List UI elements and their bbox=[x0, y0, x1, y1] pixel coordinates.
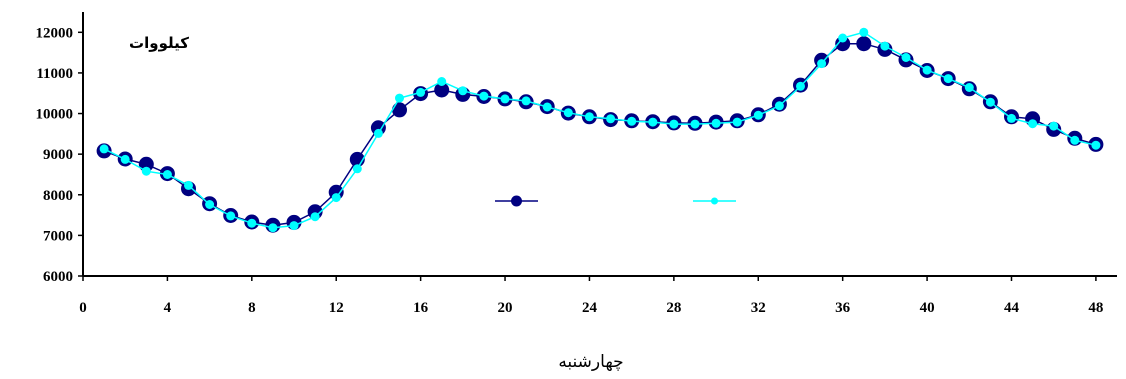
series-2-point bbox=[943, 74, 953, 84]
chart-legend bbox=[495, 195, 736, 207]
x-tick-label: 24 bbox=[582, 300, 598, 316]
series-2-point bbox=[922, 65, 932, 75]
legend-series-1-marker bbox=[511, 195, 522, 207]
series-2-point bbox=[669, 119, 679, 129]
x-tick-label: 4 bbox=[164, 300, 172, 316]
series-2-point bbox=[627, 116, 637, 126]
y-tick-label: 12000 bbox=[36, 25, 74, 41]
series-2-point bbox=[753, 110, 763, 120]
series-2-point bbox=[1049, 121, 1059, 131]
series-2-point bbox=[711, 118, 721, 128]
series-1-point bbox=[856, 36, 872, 52]
x-axis-title: چهارشنبه bbox=[558, 352, 623, 372]
series-1-point bbox=[138, 156, 154, 172]
series-2-point bbox=[817, 59, 827, 69]
y-tick-label: 7000 bbox=[43, 228, 73, 244]
series-2-point bbox=[205, 200, 215, 209]
y-tick-label: 6000 bbox=[43, 269, 73, 285]
series-2-point bbox=[985, 97, 995, 107]
x-tick-label: 36 bbox=[835, 300, 851, 316]
series-2-point bbox=[1091, 140, 1101, 150]
series-2-line bbox=[103, 31, 1097, 229]
x-tick-label: 28 bbox=[666, 300, 681, 316]
series-2-point bbox=[331, 193, 341, 203]
legend-series-2-marker bbox=[711, 197, 718, 205]
series-2-point bbox=[226, 211, 236, 221]
series-1-point bbox=[434, 82, 450, 98]
series-1 bbox=[96, 36, 1104, 233]
series-2-point bbox=[521, 96, 531, 106]
series-2-point bbox=[373, 128, 383, 138]
x-tick-label: 20 bbox=[498, 300, 513, 316]
x-tick-label: 12 bbox=[329, 300, 344, 316]
series-2-point bbox=[395, 93, 404, 103]
series-2-point bbox=[796, 81, 805, 91]
series-2-point bbox=[458, 86, 468, 96]
x-tick-label: 48 bbox=[1088, 300, 1103, 316]
series-2-point bbox=[99, 144, 109, 154]
series-2-point bbox=[310, 212, 320, 222]
series-2-point bbox=[880, 41, 890, 51]
series-1-point bbox=[392, 102, 407, 118]
x-tick-label: 8 bbox=[248, 300, 256, 316]
y-tick-label: 11000 bbox=[36, 66, 73, 82]
series-2-point bbox=[268, 223, 278, 233]
series-2-point bbox=[162, 170, 172, 179]
series-2-point bbox=[437, 77, 447, 86]
series-2-point bbox=[141, 166, 151, 176]
x-tick-label: 0 bbox=[79, 300, 87, 316]
series-2-point bbox=[542, 102, 552, 112]
y-tick-label: 8000 bbox=[43, 188, 73, 204]
series-2-point bbox=[416, 87, 426, 97]
series-2-point bbox=[289, 221, 299, 231]
series-2-point bbox=[184, 180, 193, 190]
series-2-point bbox=[648, 117, 658, 127]
series-2-point bbox=[247, 218, 257, 228]
series-2-point bbox=[1070, 135, 1080, 145]
series-2-point bbox=[859, 27, 869, 37]
series-2-point bbox=[732, 117, 742, 127]
series-2 bbox=[99, 27, 1101, 233]
y-axis-unit-label: کیلووات bbox=[129, 34, 189, 52]
series-2-point bbox=[120, 154, 130, 164]
x-tick-label: 44 bbox=[1004, 300, 1020, 316]
series-2-point bbox=[352, 164, 362, 174]
series-2-point bbox=[774, 101, 784, 111]
series-2-point bbox=[584, 112, 594, 122]
series-2-point bbox=[690, 119, 700, 129]
series-2-point bbox=[1007, 113, 1016, 123]
series-2-point bbox=[500, 94, 510, 104]
series-2-point bbox=[838, 33, 848, 43]
series-2-point bbox=[563, 108, 573, 118]
x-tick-label: 32 bbox=[751, 300, 766, 316]
series-2-point bbox=[964, 83, 974, 92]
y-tick-label: 10000 bbox=[36, 107, 74, 123]
series-2-point bbox=[901, 53, 911, 62]
x-tick-label: 16 bbox=[413, 300, 429, 316]
series-1-line bbox=[103, 42, 1097, 226]
series-2-point bbox=[479, 91, 489, 101]
series-2-point bbox=[1028, 119, 1038, 129]
x-tick-label: 40 bbox=[920, 300, 935, 316]
chart-series bbox=[96, 27, 1104, 233]
series-2-point bbox=[606, 114, 616, 124]
y-tick-label: 9000 bbox=[43, 147, 73, 163]
